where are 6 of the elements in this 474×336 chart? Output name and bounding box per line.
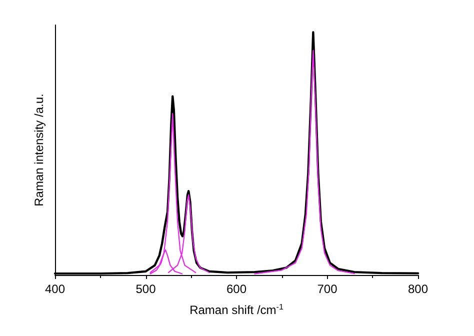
y-axis-title: Raman intensity /a.u. bbox=[32, 94, 46, 206]
x-tick-label: 400 bbox=[44, 282, 66, 296]
x-tick-label: 500 bbox=[136, 282, 156, 296]
x-tick-label: 700 bbox=[317, 282, 338, 296]
x-tick-label: 800 bbox=[408, 282, 428, 296]
x-tick-label: 600 bbox=[226, 282, 247, 296]
